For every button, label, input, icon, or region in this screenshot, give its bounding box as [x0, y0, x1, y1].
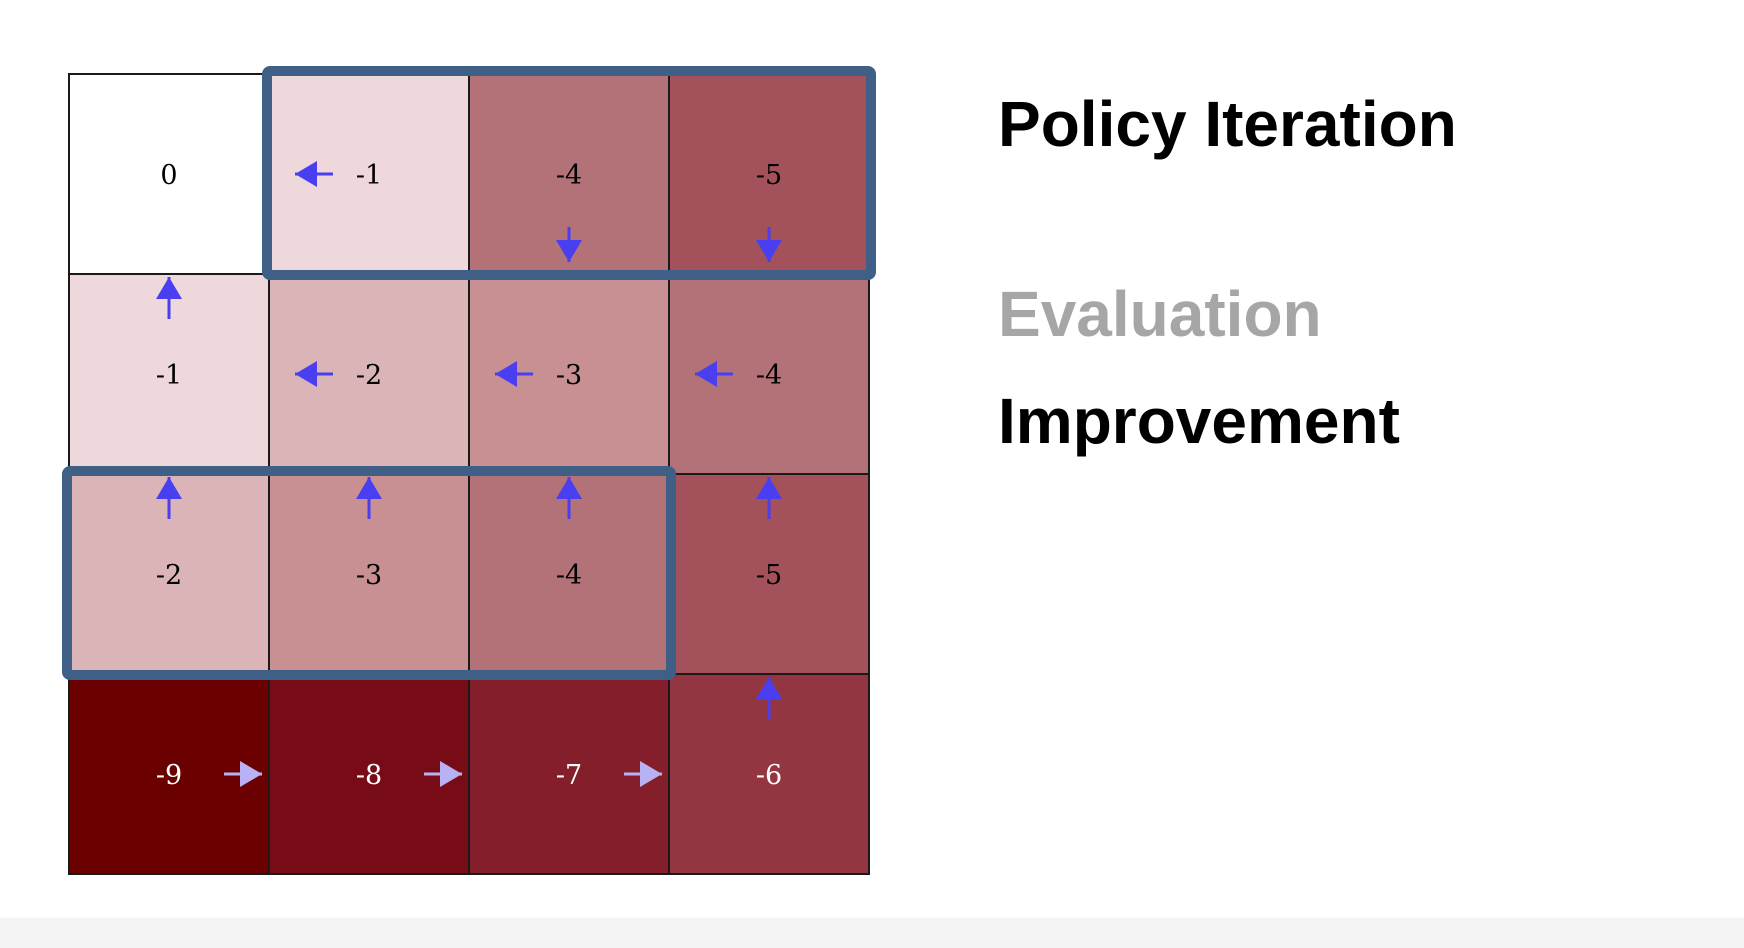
- arrow-right-icon: [424, 761, 462, 787]
- arrow-head: [295, 161, 317, 187]
- arrow-up-icon: [556, 477, 582, 519]
- cell-value: -5: [756, 160, 782, 191]
- cell-value: -4: [556, 560, 582, 591]
- arrow-head: [640, 761, 662, 787]
- cell-value: -1: [156, 360, 182, 391]
- arrow-left-icon: [495, 361, 533, 387]
- highlight-box: [262, 66, 876, 280]
- arrow-head: [756, 240, 782, 262]
- step-improvement: Improvement: [998, 385, 1400, 457]
- arrow-up-icon: [756, 477, 782, 519]
- arrow-head: [156, 477, 182, 499]
- arrow-head: [756, 477, 782, 499]
- cell-value: -4: [556, 160, 582, 191]
- arrow-up-icon: [356, 477, 382, 519]
- cell-value: -3: [556, 360, 582, 391]
- arrow-head: [495, 361, 517, 387]
- arrow-right-icon: [224, 761, 262, 787]
- cell-value: -1: [356, 160, 382, 191]
- arrow-head: [356, 477, 382, 499]
- arrow-up-icon: [756, 677, 782, 719]
- highlight-box: [62, 466, 676, 680]
- cell-value: -2: [356, 360, 382, 391]
- step-evaluation: Evaluation: [998, 278, 1322, 350]
- cell-value: -7: [556, 760, 582, 791]
- arrow-left-icon: [295, 361, 333, 387]
- arrow-head: [240, 761, 262, 787]
- grid-cell: [68, 73, 270, 275]
- arrow-head: [295, 361, 317, 387]
- cell-value: -4: [756, 360, 782, 391]
- arrow-head: [556, 477, 582, 499]
- arrow-up-icon: [156, 477, 182, 519]
- cell-value: 0: [160, 160, 177, 191]
- slide-title: Policy Iteration: [998, 88, 1457, 160]
- arrow-down-icon: [556, 227, 582, 262]
- cell-value: -6: [756, 760, 782, 791]
- arrow-up-icon: [156, 277, 182, 319]
- bottom-strip: [0, 918, 1744, 948]
- arrow-head: [440, 761, 462, 787]
- arrow-head: [156, 277, 182, 299]
- arrow-down-icon: [756, 227, 782, 262]
- arrow-head: [556, 240, 582, 262]
- cell-value: -5: [756, 560, 782, 591]
- arrow-right-icon: [624, 761, 662, 787]
- arrow-left-icon: [295, 161, 333, 187]
- cell-value: -8: [356, 760, 382, 791]
- arrow-head: [756, 677, 782, 699]
- cell-value: -9: [156, 760, 182, 791]
- arrow-head: [695, 361, 717, 387]
- cell-value: -2: [156, 560, 182, 591]
- arrow-left-icon: [695, 361, 733, 387]
- cell-value: -3: [356, 560, 382, 591]
